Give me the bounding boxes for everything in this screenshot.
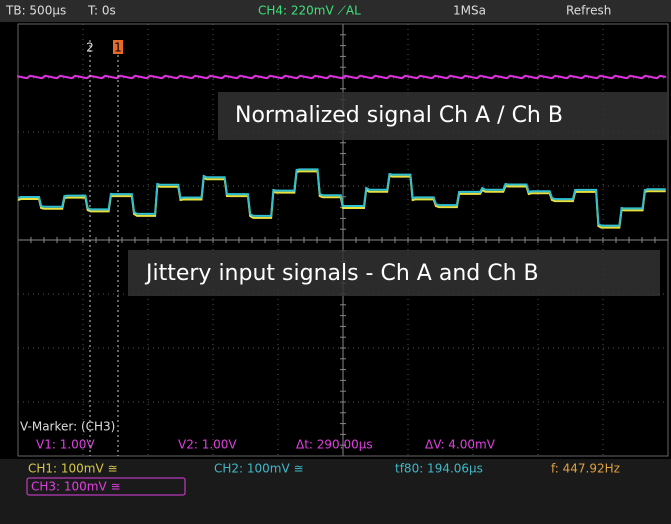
marker-label: 1 [114, 41, 122, 55]
tf80: tf80: 194.06µs [395, 462, 483, 476]
oscilloscope-screen: TB: 500µs T: 0s CH4: 220mV ⟋AL 1MSa Refr… [0, 0, 671, 524]
sample-rate: 1MSa [453, 4, 486, 18]
annotation: Jittery input signals - Ch A and Ch B [144, 261, 539, 286]
delta-t: Δt: 290.00µs [296, 438, 373, 452]
ch2-status: CH2: 100mV ≅ [214, 462, 304, 476]
trigger: CH4: 220mV ⟋AL [258, 4, 361, 18]
annotation: Normalized signal Ch A / Ch B [235, 103, 563, 128]
v-marker-title: V-Marker: (CH3) [20, 420, 115, 434]
frequency: f: 447.92Hz [551, 462, 620, 476]
ch1-status: CH1: 100mV ≅ [28, 462, 118, 476]
v1: V1: 1.00V [36, 438, 95, 452]
ch3-status[interactable]: CH3: 100mV ≅ [31, 480, 121, 494]
v2: V2: 1.00V [178, 438, 237, 452]
acquisition-mode: Refresh [566, 4, 611, 18]
marker-label: 2 [86, 41, 94, 55]
trigger-time: T: 0s [87, 4, 116, 18]
timebase: TB: 500µs [5, 4, 66, 18]
delta-v: ΔV: 4.00mV [425, 438, 496, 452]
